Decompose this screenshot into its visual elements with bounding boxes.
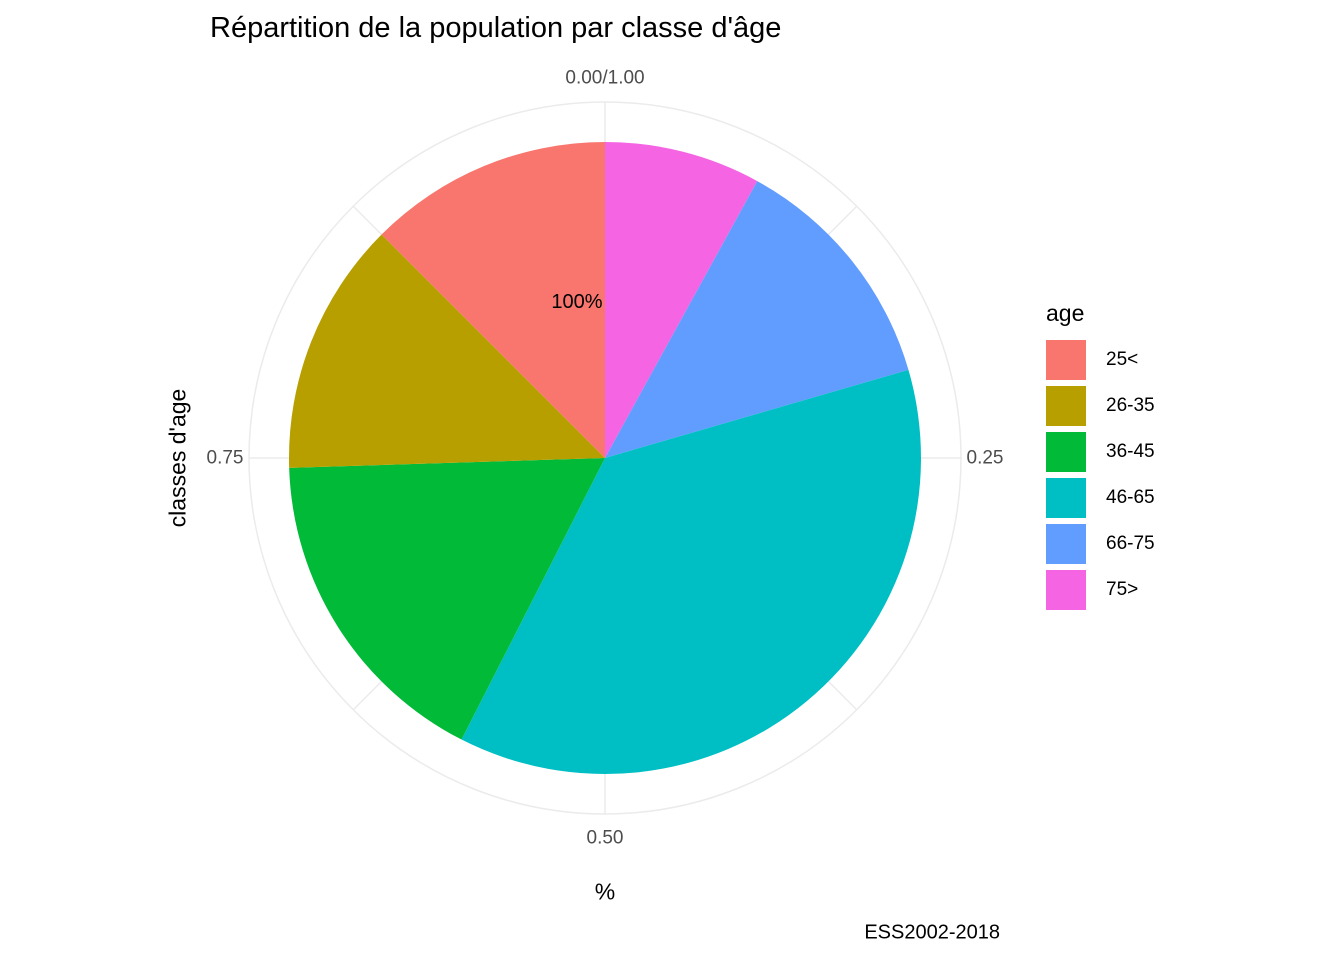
legend-label: 46-65 [1106,487,1155,508]
legend-item: 66-75 [1046,521,1155,567]
legend-label: 75> [1106,579,1139,600]
center-label: 100% [551,291,602,313]
pie-slice-36-45 [289,458,605,740]
pie-slice-46-65 [461,369,922,774]
angle-tick-label: 0.00/1.00 [565,68,644,89]
pie-slices [288,142,922,774]
legend-key-swatch [1046,340,1086,380]
legend: age 25< 26-35 36-45 46-65 66-75 75> [1046,300,1155,613]
legend-item: 75> [1046,567,1155,613]
legend-key-swatch [1046,432,1086,472]
legend-item: 36-45 [1046,429,1155,475]
pie-slice-66-75 [605,181,909,458]
angle-tick-labels: 0.00/1.00 0.25 0.50 0.75 [207,68,1004,849]
legend-title: age [1046,300,1085,326]
chart-caption: ESS2002-2018 [864,921,1000,944]
legend-label: 26-35 [1106,395,1155,416]
angle-tick-label: 0.50 [587,828,624,849]
angle-tick-label: 0.25 [967,448,1004,469]
legend-label: 25< [1106,349,1139,370]
legend-key-swatch [1046,386,1086,426]
legend-label: 66-75 [1106,533,1155,554]
legend-item: 25< [1046,337,1155,383]
legend-item: 46-65 [1046,475,1155,521]
legend-items: 25< 26-35 36-45 46-65 66-75 75> [1046,337,1155,613]
legend-key-swatch [1046,570,1086,610]
chart-title: Répartition de la population par classe … [210,12,782,44]
legend-key-swatch [1046,478,1086,518]
pie-slice-75> [605,142,758,458]
x-axis-label: % [594,878,616,905]
legend-label: 36-45 [1106,441,1155,462]
pie-slice-26-35 [288,234,605,468]
legend-key-swatch [1046,524,1086,564]
angle-tick-label: 0.75 [207,448,244,469]
pie-slice-25< [381,142,605,458]
legend-item: 26-35 [1046,383,1155,429]
